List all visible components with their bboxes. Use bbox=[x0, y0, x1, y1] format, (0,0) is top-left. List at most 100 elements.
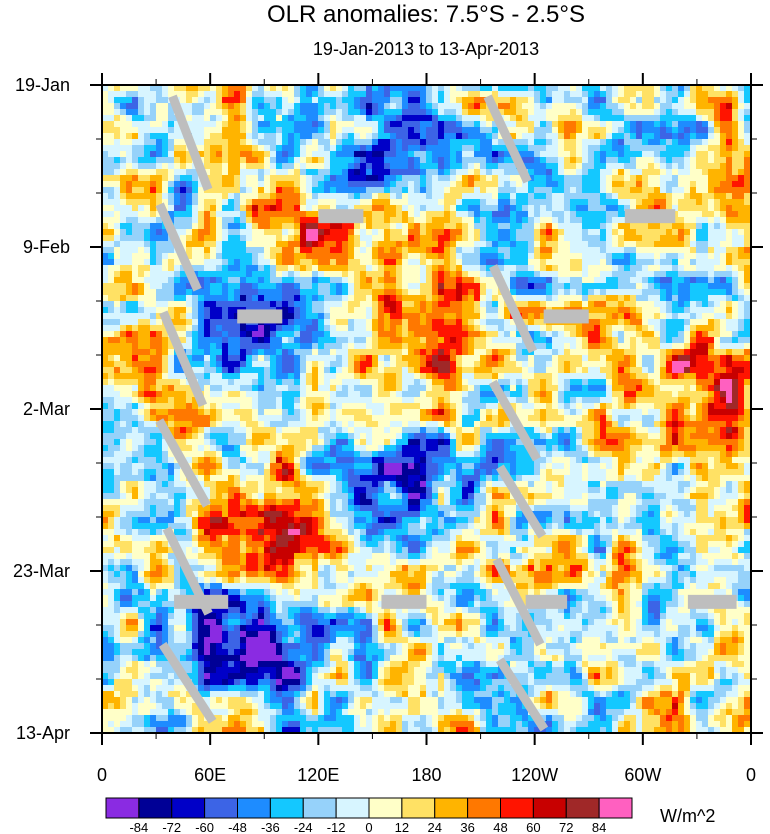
heatmap-cell bbox=[372, 85, 379, 92]
heatmap-cell bbox=[306, 331, 313, 338]
heatmap-cell bbox=[138, 223, 145, 230]
heatmap-cell bbox=[684, 115, 691, 122]
heatmap-cell bbox=[444, 349, 451, 356]
heatmap-cell bbox=[552, 151, 559, 158]
heatmap-cell bbox=[570, 133, 577, 140]
heatmap-cell bbox=[546, 97, 553, 104]
heatmap-cell bbox=[372, 283, 379, 290]
heatmap-cell bbox=[582, 241, 589, 248]
heatmap-cell bbox=[444, 319, 451, 326]
heatmap-cell bbox=[138, 211, 145, 218]
heatmap-cell bbox=[468, 151, 475, 158]
heatmap-cell bbox=[324, 181, 331, 188]
heatmap-cell bbox=[270, 121, 277, 128]
heatmap-cell bbox=[372, 163, 379, 170]
heatmap-cell bbox=[534, 163, 541, 170]
heatmap-cell bbox=[732, 85, 739, 92]
heatmap-cell bbox=[642, 235, 649, 242]
heatmap-cell bbox=[570, 295, 577, 302]
heatmap-cell bbox=[612, 277, 619, 284]
heatmap-cell bbox=[414, 91, 421, 98]
heatmap-cell bbox=[342, 307, 349, 314]
heatmap-cell bbox=[480, 283, 487, 290]
heatmap-cell bbox=[732, 199, 739, 206]
heatmap-cell bbox=[570, 277, 577, 284]
heatmap-cell bbox=[126, 133, 133, 140]
heatmap-cell bbox=[732, 349, 739, 356]
heatmap-cell bbox=[156, 325, 163, 332]
heatmap-cell bbox=[612, 229, 619, 236]
heatmap-cell bbox=[336, 265, 343, 272]
heatmap-cell bbox=[444, 247, 451, 254]
heatmap-cell bbox=[300, 211, 307, 218]
heatmap-cell bbox=[300, 127, 307, 134]
heatmap-cell bbox=[342, 157, 349, 164]
heatmap-cell bbox=[726, 205, 733, 212]
heatmap-cell bbox=[252, 151, 259, 158]
heatmap-cell bbox=[696, 337, 703, 344]
heatmap-cell bbox=[336, 343, 343, 350]
heatmap-cell bbox=[138, 313, 145, 320]
heatmap-cell bbox=[480, 205, 487, 212]
heatmap-cell bbox=[612, 241, 619, 248]
heatmap-cell bbox=[426, 253, 433, 260]
heatmap-cell bbox=[558, 187, 565, 194]
heatmap-cell bbox=[720, 211, 727, 218]
heatmap-cell bbox=[558, 205, 565, 212]
heatmap-cell bbox=[612, 223, 619, 230]
heatmap-cell bbox=[144, 199, 151, 206]
heatmap-cell bbox=[540, 319, 547, 326]
heatmap-cell bbox=[390, 343, 397, 350]
heatmap-cell bbox=[540, 97, 547, 104]
heatmap-cell bbox=[720, 169, 727, 176]
heatmap-cell bbox=[480, 241, 487, 248]
heatmap-cell bbox=[696, 169, 703, 176]
heatmap-cell bbox=[156, 319, 163, 326]
heatmap-cell bbox=[642, 115, 649, 122]
heatmap-cell bbox=[324, 139, 331, 146]
heatmap-cell bbox=[486, 277, 493, 284]
heatmap-cell bbox=[588, 169, 595, 176]
heatmap-cell bbox=[720, 343, 727, 350]
heatmap-cell bbox=[564, 337, 571, 344]
heatmap-cell bbox=[150, 313, 157, 320]
heatmap-cell bbox=[240, 157, 247, 164]
heatmap-cell bbox=[462, 205, 469, 212]
heatmap-cell bbox=[306, 187, 313, 194]
heatmap-cell bbox=[660, 109, 667, 116]
heatmap-cell bbox=[330, 175, 337, 182]
heatmap-cell bbox=[150, 91, 157, 98]
heatmap-cell bbox=[678, 307, 685, 314]
heatmap-cell bbox=[720, 199, 727, 206]
heatmap-cell bbox=[366, 241, 373, 248]
anomaly-field bbox=[102, 85, 751, 733]
heatmap-cell bbox=[354, 85, 361, 92]
heatmap-cell bbox=[342, 337, 349, 344]
heatmap-cell bbox=[582, 205, 589, 212]
heatmap-cell bbox=[678, 295, 685, 302]
heatmap-cell bbox=[234, 103, 241, 110]
heatmap-cell bbox=[198, 301, 205, 308]
heatmap-cell bbox=[666, 277, 673, 284]
heatmap-cell bbox=[666, 163, 673, 170]
heatmap-cell bbox=[204, 223, 211, 230]
heatmap-cell bbox=[582, 145, 589, 152]
heatmap-cell bbox=[246, 211, 253, 218]
heatmap-cell bbox=[438, 247, 445, 254]
heatmap-cell bbox=[198, 97, 205, 104]
heatmap-cell bbox=[672, 85, 679, 92]
heatmap-cell bbox=[564, 163, 571, 170]
heatmap-cell bbox=[168, 187, 175, 194]
heatmap-cell bbox=[102, 331, 109, 338]
heatmap-cell bbox=[312, 307, 319, 314]
heatmap-cell bbox=[618, 115, 625, 122]
heatmap-cell bbox=[192, 313, 199, 320]
heatmap-cell bbox=[276, 127, 283, 134]
heatmap-cell bbox=[168, 271, 175, 278]
heatmap-cell bbox=[684, 247, 691, 254]
heatmap-cell bbox=[420, 85, 427, 92]
heatmap-cell bbox=[204, 211, 211, 218]
heatmap-cell bbox=[684, 91, 691, 98]
heatmap-cell bbox=[546, 157, 553, 164]
heatmap-cell bbox=[384, 157, 391, 164]
